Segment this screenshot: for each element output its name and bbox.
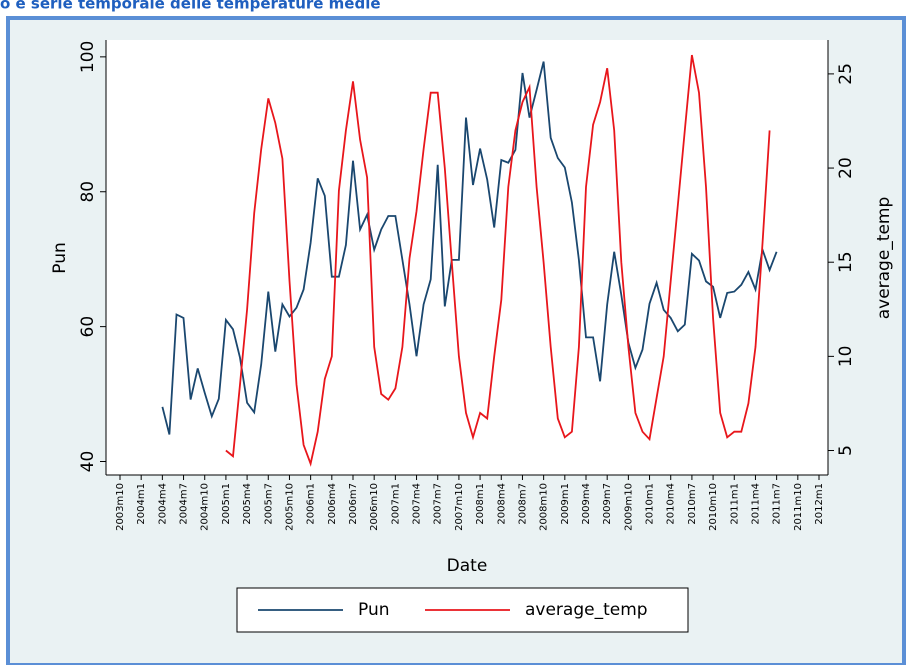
x-tick-label: 2003m10	[115, 483, 126, 531]
y2-tick-label: 20	[836, 157, 856, 179]
x-tick-label: 2006m7	[348, 483, 359, 525]
y-tick-label: 80	[78, 181, 98, 203]
x-tick-label: 2010m4	[666, 483, 677, 525]
x-tick-label: 2010m1	[645, 483, 656, 525]
x-tick-label: 2007m1	[390, 483, 401, 525]
x-tick-label: 2008m7	[517, 483, 528, 525]
plot-region	[106, 40, 828, 475]
x-tick-label: 2011m10	[793, 483, 804, 531]
series-line	[161, 61, 778, 435]
x-tick-label: 2007m7	[433, 483, 444, 525]
x-tick-label: 2006m10	[369, 483, 380, 531]
window-title: o e serie temporale delle temperature me…	[0, 0, 381, 13]
x-tick-label: 2004m4	[157, 483, 168, 525]
y2-axis-title: average_temp	[874, 197, 894, 320]
x-tick-label: 2005m1	[221, 483, 232, 525]
legend-label: average_temp	[525, 600, 648, 620]
y2-tick-label: 25	[836, 63, 856, 85]
legend-label: Pun	[358, 600, 390, 620]
x-tick-label: 2008m1	[475, 483, 486, 525]
x-tick-label: 2004m1	[136, 483, 147, 525]
x-tick-label: 2005m10	[284, 483, 295, 531]
x-tick-label: 2009m4	[581, 483, 592, 525]
y2-tick-label: 10	[836, 346, 856, 368]
x-tick-label: 2004m10	[200, 483, 211, 531]
x-tick-label: 2011m1	[729, 483, 740, 525]
x-tick-label: 2009m10	[623, 483, 634, 531]
x-tick-label: 2008m10	[539, 483, 550, 531]
x-tick-label: 2005m7	[263, 483, 274, 525]
x-tick-label: 2009m1	[560, 483, 571, 525]
x-tick-label: 2008m4	[496, 483, 507, 525]
x-tick-label: 2011m7	[772, 483, 783, 525]
x-axis-title: Date	[447, 556, 488, 576]
y2-tick-label: 5	[836, 445, 856, 456]
x-tick-label: 2006m4	[327, 483, 338, 525]
y-tick-label: 100	[78, 41, 98, 73]
y-tick-label: 40	[78, 451, 98, 473]
series-line	[225, 54, 771, 467]
x-tick-label: 2006m1	[306, 483, 317, 525]
y2-tick-label: 15	[836, 251, 856, 273]
x-tick-label: 2007m4	[412, 483, 423, 525]
x-tick-label: 2012m1	[814, 483, 825, 525]
x-tick-label: 2010m7	[687, 483, 698, 525]
x-tick-label: 2010m10	[708, 483, 719, 531]
y-axis-title: Pun	[50, 242, 70, 274]
x-tick-label: 2004m7	[179, 483, 190, 525]
x-tick-label: 2005m4	[242, 483, 253, 525]
y-tick-label: 60	[78, 316, 98, 338]
x-tick-label: 2007m10	[454, 483, 465, 531]
x-tick-label: 2011m4	[750, 483, 761, 525]
x-tick-label: 2009m7	[602, 483, 613, 525]
